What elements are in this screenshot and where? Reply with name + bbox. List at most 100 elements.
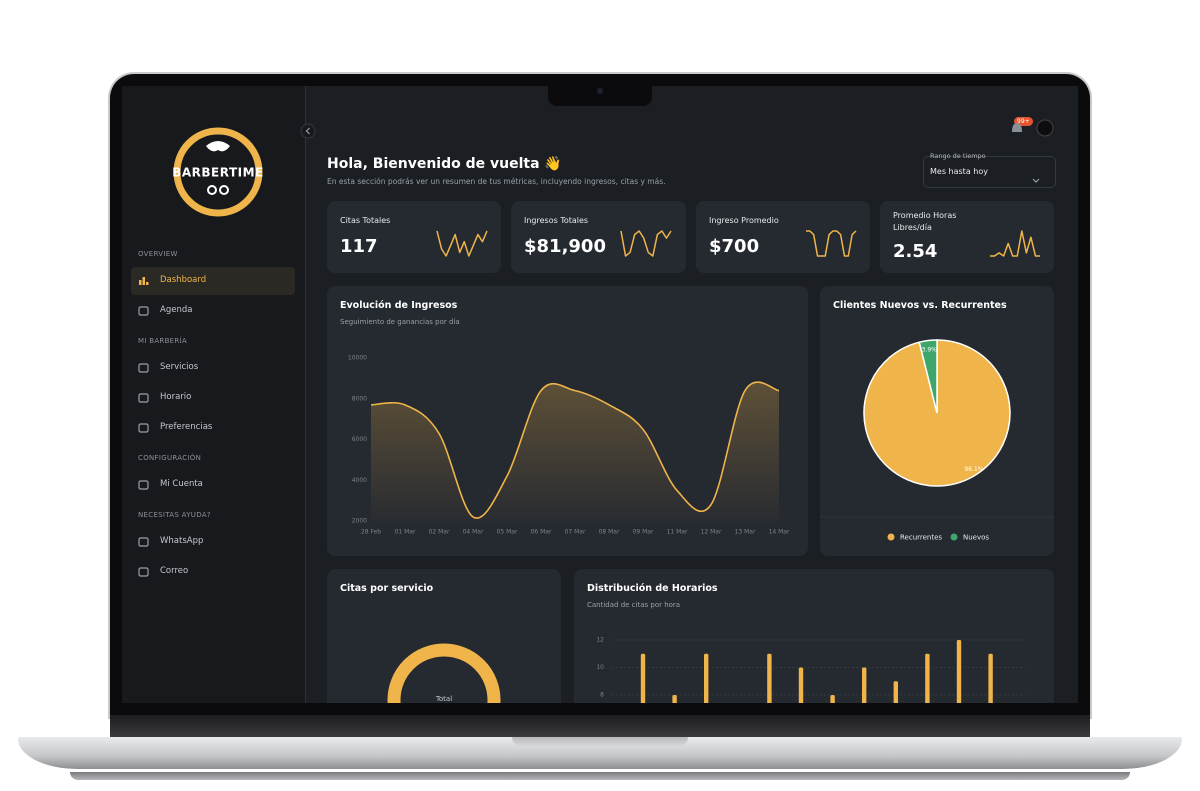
nav-item[interactable]: Mi Cuenta (160, 479, 203, 489)
range-select[interactable] (923, 156, 1056, 188)
notification-badge: 99+ (1014, 117, 1033, 126)
nav-icon (138, 306, 149, 316)
nav-item[interactable]: Agenda (160, 305, 193, 315)
legend-label: Recurrentes (900, 534, 942, 542)
donut-ring (387, 643, 501, 703)
section-title: OVERVIEW (138, 250, 178, 258)
bar (798, 667, 804, 703)
x-tick-label: 05 Mar (497, 529, 518, 536)
hours-card (574, 569, 1054, 703)
chart-subtitle: Cantidad de citas por hora (587, 601, 681, 609)
nav-item[interactable]: Horario (160, 392, 192, 402)
camera-notch (548, 86, 652, 106)
bar (956, 640, 962, 703)
x-tick-label: 06 Mar (531, 529, 552, 536)
bar (988, 653, 993, 703)
logo-ring (173, 127, 263, 217)
x-tick-label: 04 Mar (463, 529, 484, 536)
page-subtitle: En esta sección podrás ver un resumen de… (327, 177, 666, 186)
area-fill (371, 382, 779, 521)
bar (925, 653, 930, 703)
y-tick-label: 8000 (352, 395, 367, 402)
slice-label: 3.9% (922, 346, 938, 353)
collapse-button[interactable] (300, 123, 316, 139)
kpi-value: $700 (709, 236, 760, 257)
kpi-value: 117 (340, 236, 378, 257)
nav-item[interactable]: Dashboard (160, 275, 207, 285)
y-tick-label: 2000 (352, 518, 367, 525)
legend-swatch (950, 533, 958, 541)
nav-icon (138, 393, 149, 403)
kpi-label: Promedio Horas Libres/día (893, 211, 957, 232)
sparkline (620, 230, 672, 257)
nav-item[interactable]: Preferencias (160, 422, 213, 432)
base-notch (512, 737, 688, 746)
kpi-label: Ingresos Totales (524, 216, 589, 225)
chart-title: Distribución de Horarios (587, 583, 718, 594)
x-tick-label: 08 Mar (599, 529, 620, 536)
bar (767, 653, 772, 703)
nav-icon (138, 480, 149, 490)
section-title: CONFIGURACIÓN (138, 454, 202, 462)
kpi-card (327, 201, 501, 273)
range-label: Rango de tiempo (930, 152, 986, 160)
nav-icon (138, 363, 149, 373)
bell-icon[interactable] (1012, 123, 1022, 132)
x-tick-label: 07 Mar (565, 529, 586, 536)
kpi-card (880, 201, 1054, 273)
x-tick-label: 11 Mar (667, 529, 688, 536)
screen: OVERVIEW Dashboard Agenda MI BARBERÍA Servic… (122, 86, 1078, 703)
y-tick-label: 10000 (348, 355, 367, 362)
sparkline (436, 230, 488, 257)
pie-slice (918, 339, 938, 414)
nav-item[interactable]: WhatsApp (160, 536, 204, 546)
nav-icon (139, 280, 142, 285)
nav-item[interactable]: Servicios (160, 362, 199, 372)
camera (597, 88, 603, 94)
select-chevron (1032, 178, 1040, 183)
range-value[interactable]: Mes hasta hoy (930, 167, 988, 176)
section-title: MI BARBERÍA (138, 337, 188, 345)
y-tick-label: 6000 (352, 436, 367, 443)
y-tick-label: 12 (596, 637, 604, 644)
avatar[interactable] (1036, 119, 1054, 137)
sparkline (806, 230, 857, 257)
overlay: BARBERTIME 2000 4000 6000 8000 10000 28 Feb 01 … (138, 119, 1054, 703)
chart-title: Citas por servicio (340, 583, 434, 594)
kpi-label: Citas Totales (340, 216, 391, 225)
hinge (110, 715, 1090, 737)
services-card (327, 569, 561, 703)
bar (672, 695, 677, 703)
bar (862, 667, 867, 703)
x-tick-label: 01 Mar (395, 529, 416, 536)
y-tick-label: 10 (596, 664, 604, 671)
logo-mustache (206, 141, 230, 152)
x-tick-label: 02 Mar (429, 529, 450, 536)
x-tick-label: 09 Mar (633, 529, 654, 536)
section-title: NECESITAS AYUDA? (138, 511, 211, 519)
chart-title: Evolución de Ingresos (340, 300, 458, 311)
nav-item[interactable]: Correo (160, 566, 189, 576)
y-tick-label: 4000 (352, 477, 367, 484)
y-tick-label: 8 (600, 692, 604, 699)
base-feet (70, 772, 1130, 780)
x-tick-label: 28 Feb (361, 529, 381, 536)
legend-label: Nuevos (963, 534, 989, 542)
active-bg (131, 267, 295, 295)
x-tick-label: 13 Mar (735, 529, 756, 536)
kpi-value: $81,900 (524, 236, 606, 257)
donut-center-label: Total (435, 695, 452, 703)
legend-swatch (887, 533, 895, 541)
nav-icon (142, 277, 145, 285)
line (370, 381, 780, 519)
chart-title: Clientes Nuevos vs. Recurrentes (833, 300, 1007, 311)
nav-icon (138, 567, 149, 577)
x-tick-label: 12 Mar (701, 529, 722, 536)
nav-icon (138, 423, 149, 433)
bar (640, 653, 646, 703)
x-tick-label: 14 Mar (769, 529, 790, 536)
bar (704, 653, 709, 703)
chart-subtitle: Seguimiento de ganancias por día (340, 318, 460, 326)
nav-icon (138, 537, 149, 547)
